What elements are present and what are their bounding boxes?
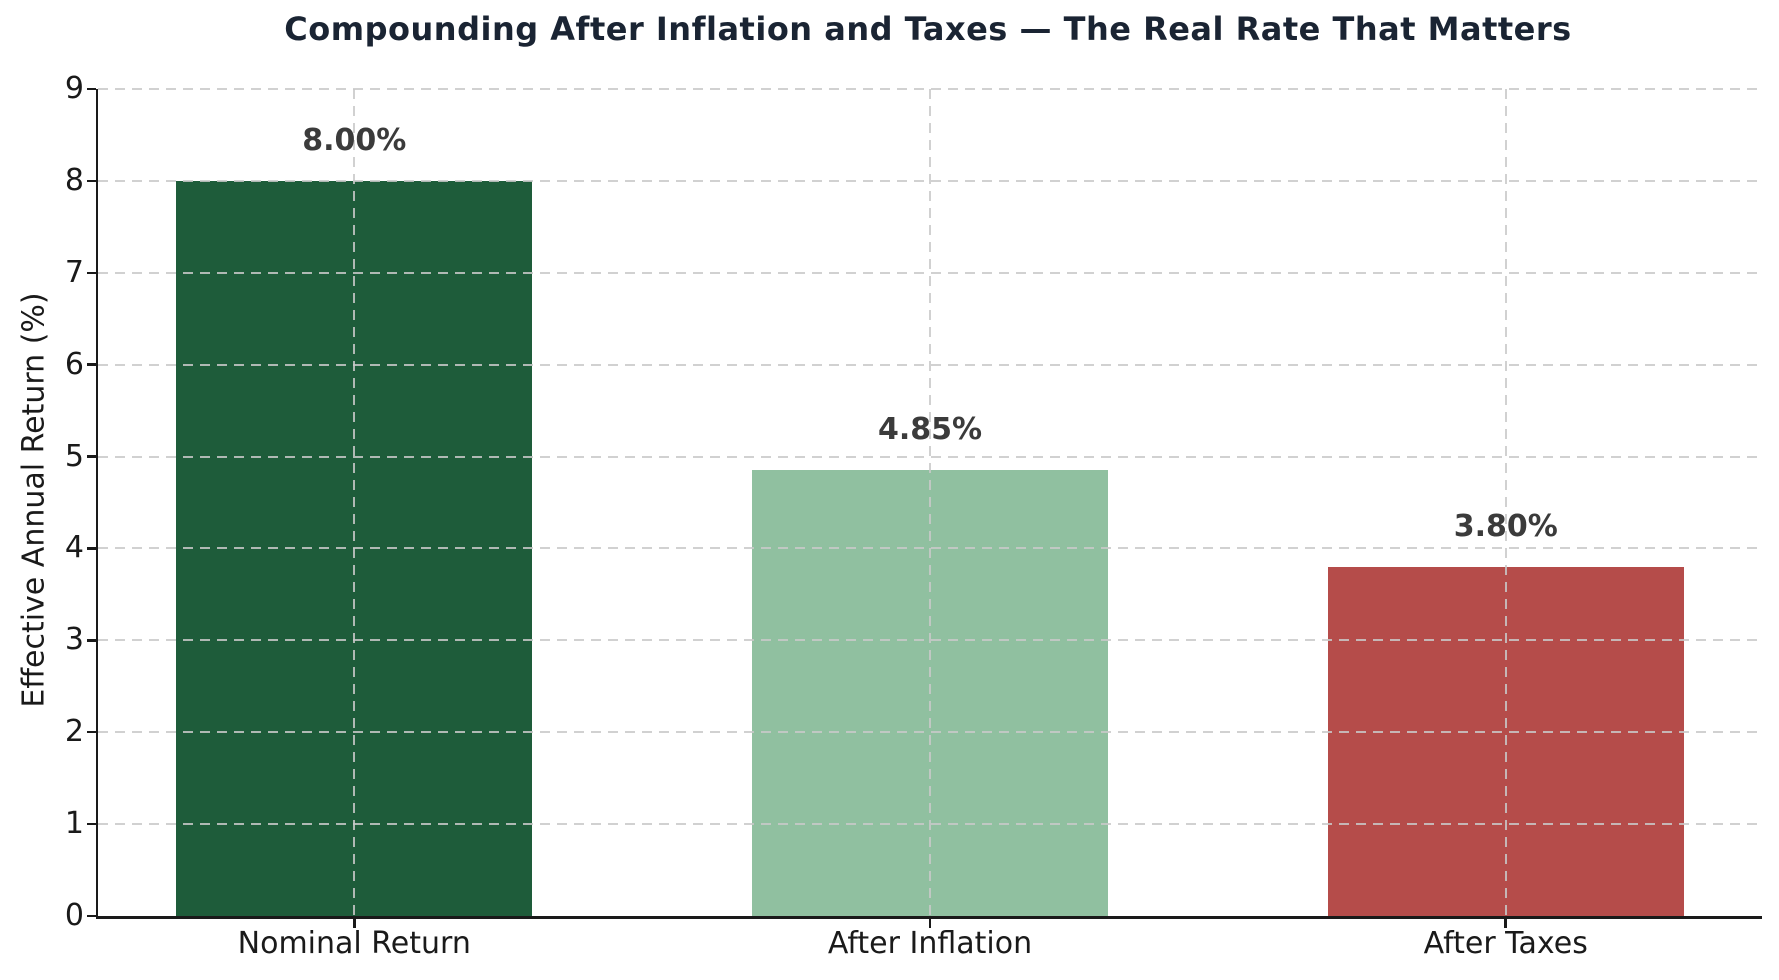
y-tick-mark-1: [86, 822, 96, 826]
x-tick-mark-nominal-return: [353, 919, 356, 928]
y-tick-mark-6: [86, 363, 96, 366]
y-axis-label: Effective Annual Return (%): [16, 292, 52, 708]
gridline-vertical-nominal-return: [353, 89, 356, 916]
chart-title: Compounding After Inflation and Taxes — …: [284, 10, 1572, 48]
y-tick-label-2: 2: [64, 714, 84, 750]
bar-value-label-nominal-return: 8.00%: [302, 122, 407, 158]
gridline-vertical-after-taxes: [1504, 89, 1507, 916]
y-tick-mark-8: [86, 179, 96, 183]
y-tick-mark-9: [86, 87, 96, 91]
x-tick-label-after-inflation: After Inflation: [827, 926, 1033, 961]
y-tick-label-0: 0: [64, 898, 84, 933]
x-tick-label-after-taxes: After Taxes: [1423, 926, 1588, 961]
y-tick-mark-7: [86, 271, 96, 275]
y-tick-label-8: 8: [64, 162, 84, 198]
bar-value-label-after-taxes: 3.80%: [1453, 508, 1558, 544]
x-tick-label-nominal-return: Nominal Return: [237, 926, 471, 961]
gridline-vertical-after-inflation: [929, 89, 931, 916]
y-tick-label-6: 6: [64, 346, 84, 382]
y-tick-mark-5: [86, 455, 96, 458]
x-tick-mark-after-taxes: [1504, 919, 1507, 928]
y-tick-mark-3: [86, 639, 96, 642]
plot-area: 0 1 2 3 4 5 6 7 8 9 8.00% Nominal Return 4.85% After …: [65, 74, 1762, 959]
x-tick-mark-after-inflation: [928, 919, 932, 928]
y-tick-label-9: 9: [64, 71, 84, 106]
y-tick-label-7: 7: [64, 254, 84, 290]
y-tick-mark-2: [86, 730, 96, 734]
y-tick-mark-4: [86, 547, 96, 550]
y-tick-label-1: 1: [64, 806, 84, 842]
y-tick-label-3: 3: [64, 622, 84, 658]
y-tick-mark-0: [86, 914, 96, 918]
y-tick-label-4: 4: [64, 530, 84, 566]
y-tick-label-5: 5: [64, 438, 84, 474]
bar-value-label-after-inflation: 4.85%: [877, 412, 983, 448]
